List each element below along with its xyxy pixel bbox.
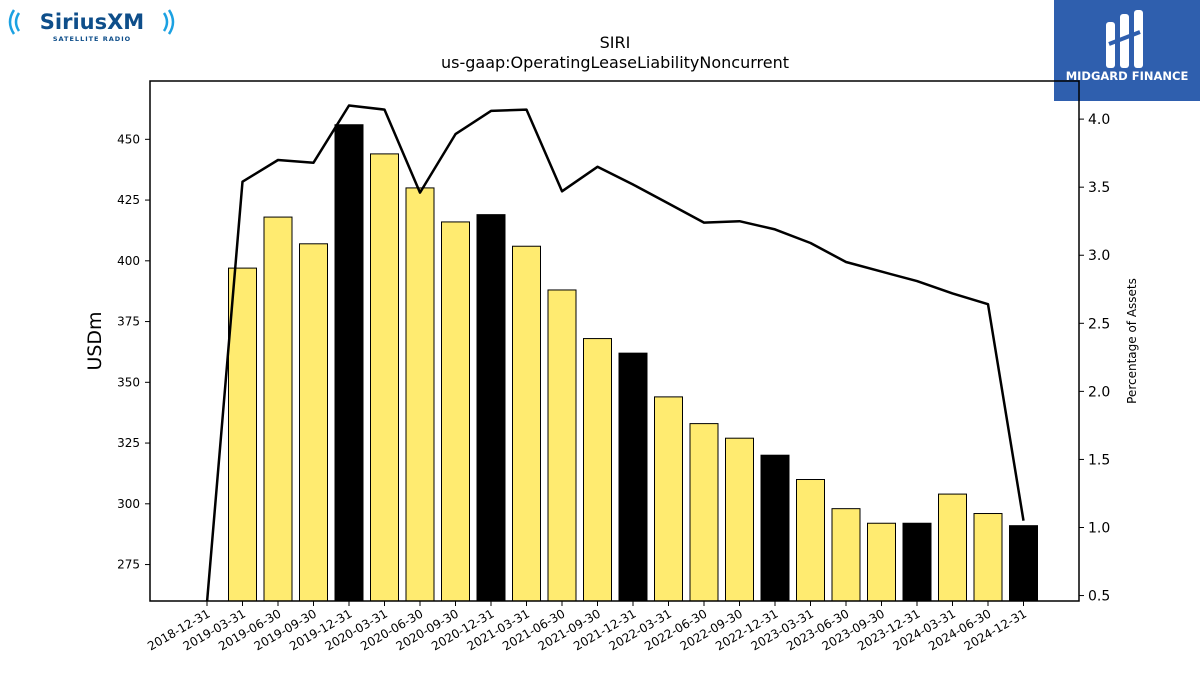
bar-2024-03-31 — [938, 493, 967, 602]
svg-text:MIDGARD FINANCE: MIDGARD FINANCE — [1066, 69, 1189, 83]
bar-2019-03-31 — [228, 267, 257, 602]
y-tick-label: 350 — [117, 375, 140, 389]
y2-tick-label: 0.5 — [1088, 589, 1110, 605]
percentage-of-assets-line — [205, 104, 1025, 601]
y2-tick-label: 2.5 — [1088, 316, 1110, 332]
bar-2023-12-31 — [902, 522, 932, 602]
y-tick-label: 450 — [117, 132, 140, 146]
bar-2020-12-31 — [476, 214, 506, 602]
bar-2022-06-30 — [689, 423, 719, 602]
bar-2021-09-30 — [583, 338, 612, 602]
y2-tick-label: 1.0 — [1088, 520, 1110, 536]
y-tick-label: 275 — [117, 558, 140, 572]
bar-2022-09-30 — [725, 437, 754, 602]
bar-2024-12-31 — [1009, 525, 1038, 602]
bar-2023-03-31 — [796, 479, 825, 602]
y2-tick-label: 4.0 — [1088, 112, 1110, 128]
siriusxm-logo: SiriusXM SATELLITE RADIO — [4, 4, 184, 44]
plot-frame — [149, 80, 1080, 602]
y2-tick-label: 2.0 — [1088, 384, 1110, 400]
bar-2022-12-31 — [760, 454, 790, 602]
bar-2022-03-31 — [654, 396, 683, 602]
bar-2020-06-30 — [405, 187, 435, 602]
bar-2019-09-30 — [299, 243, 328, 602]
svg-text:SiriusXM: SiriusXM — [40, 10, 144, 34]
y2-tick-label: 3.0 — [1088, 248, 1110, 264]
bar-2019-06-30 — [263, 216, 293, 602]
y2-tick-label: 3.5 — [1088, 180, 1110, 196]
y-axis-label: USDm — [84, 311, 106, 370]
bar-2024-06-30 — [973, 513, 1003, 602]
bar-2021-03-31 — [512, 245, 541, 602]
chart-title: SIRI — [600, 33, 631, 52]
svg-text:SATELLITE RADIO: SATELLITE RADIO — [53, 35, 131, 43]
y2-axis-label: Percentage of Assets — [1125, 278, 1139, 404]
y-tick-label: 375 — [117, 315, 140, 329]
y2-tick-label: 1.5 — [1088, 452, 1110, 468]
bar-2021-12-31 — [618, 352, 648, 602]
y-tick-label: 400 — [117, 254, 140, 268]
y-tick-label: 325 — [117, 436, 140, 450]
bar-2020-09-30 — [441, 221, 470, 602]
bar-2023-06-30 — [831, 508, 861, 602]
bar-2021-06-30 — [547, 289, 577, 602]
bar-2019-12-31 — [334, 124, 364, 602]
bar-2020-03-31 — [370, 153, 399, 602]
bar-2023-09-30 — [867, 522, 896, 602]
y-tick-label: 300 — [117, 497, 140, 511]
y-tick-label: 425 — [117, 193, 140, 207]
chart-subtitle: us-gaap:OperatingLeaseLiabilityNoncurren… — [441, 53, 789, 72]
midgard-finance-logo: MIDGARD FINANCE — [1054, 0, 1200, 101]
